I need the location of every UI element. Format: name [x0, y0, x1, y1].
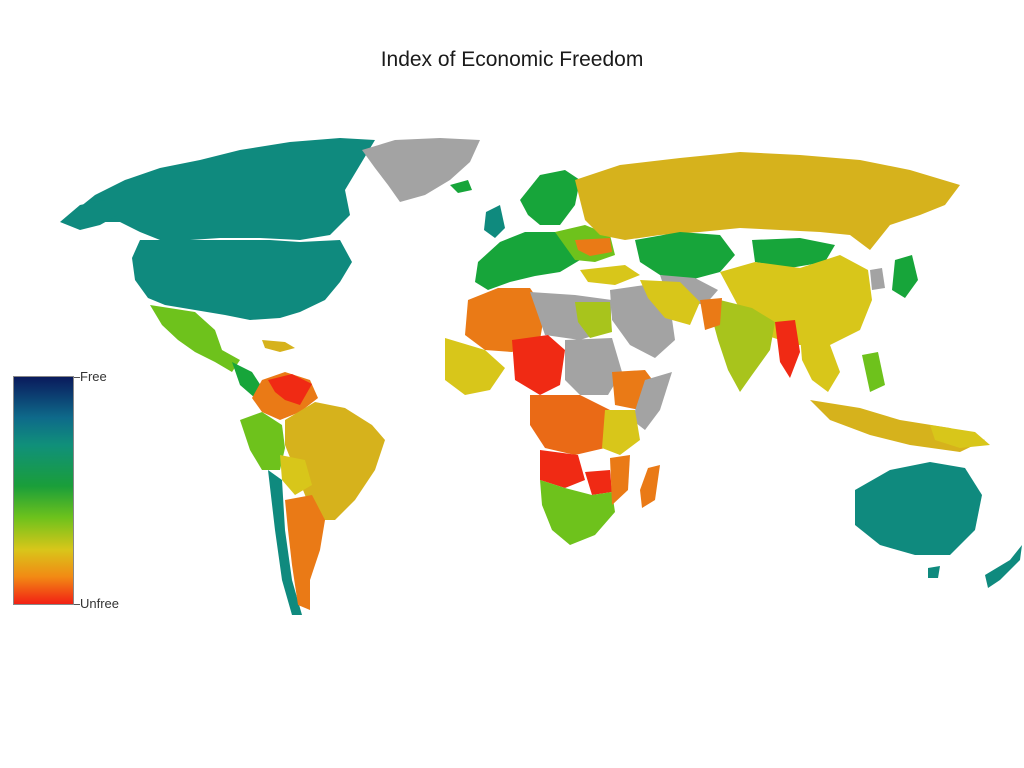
- region-sudan: [565, 338, 622, 395]
- region-zimbabwe: [585, 470, 612, 495]
- region-venezuela: [268, 374, 312, 405]
- region-canada: [70, 138, 375, 240]
- region-ukraine: [575, 238, 612, 256]
- region-tasmania: [928, 566, 940, 578]
- region-peru-ecuador: [240, 412, 285, 470]
- world-map-svg: [60, 138, 1022, 615]
- region-brazil: [285, 402, 385, 520]
- region-egypt: [575, 302, 612, 338]
- region-usa: [132, 240, 352, 320]
- region-kazakhstan: [635, 232, 735, 280]
- region-russia: [575, 152, 960, 250]
- region-iran: [640, 280, 700, 325]
- legend-color-scale: [13, 376, 74, 605]
- region-scandinavia: [520, 170, 580, 225]
- region-north-africa-west: [465, 288, 545, 352]
- region-japan: [892, 255, 918, 298]
- legend-tick-free: [74, 377, 80, 378]
- legend-label-free: Free: [80, 369, 107, 384]
- region-australia: [855, 462, 982, 555]
- region-east-africa: [602, 410, 640, 455]
- region-uk-ireland: [484, 205, 505, 238]
- region-papua: [930, 425, 990, 448]
- legend-tick-unfree: [74, 604, 80, 605]
- region-argentina: [285, 495, 325, 610]
- region-greenland: [362, 138, 480, 202]
- region-angola: [540, 450, 585, 488]
- legend-label-unfree: Unfree: [80, 596, 120, 611]
- region-korea: [870, 268, 885, 290]
- region-bolivia: [280, 455, 312, 495]
- region-west-africa: [445, 338, 505, 395]
- region-turkey: [580, 265, 640, 285]
- region-alaska: [60, 200, 118, 230]
- region-pakistan: [700, 298, 722, 330]
- region-philippines: [862, 352, 885, 392]
- region-india: [712, 300, 775, 392]
- region-mozambique: [610, 455, 630, 505]
- region-se-asia: [800, 335, 840, 392]
- region-new-zealand: [985, 545, 1022, 588]
- region-central-sahel: [512, 335, 565, 395]
- region-iceland: [450, 180, 472, 193]
- region-mexico: [150, 305, 240, 372]
- region-central-america: [232, 362, 265, 398]
- region-caribbean: [262, 340, 295, 352]
- region-central-africa: [530, 395, 610, 455]
- map-title: Index of Economic Freedom: [380, 48, 644, 71]
- world-map: [0, 120, 1024, 640]
- region-madagascar: [640, 465, 660, 508]
- region-southern-africa: [540, 480, 615, 545]
- region-chile: [268, 470, 302, 615]
- region-somalia: [632, 372, 672, 430]
- region-western-europe: [475, 232, 580, 290]
- region-mongolia: [752, 238, 835, 268]
- region-myanmar: [775, 320, 800, 378]
